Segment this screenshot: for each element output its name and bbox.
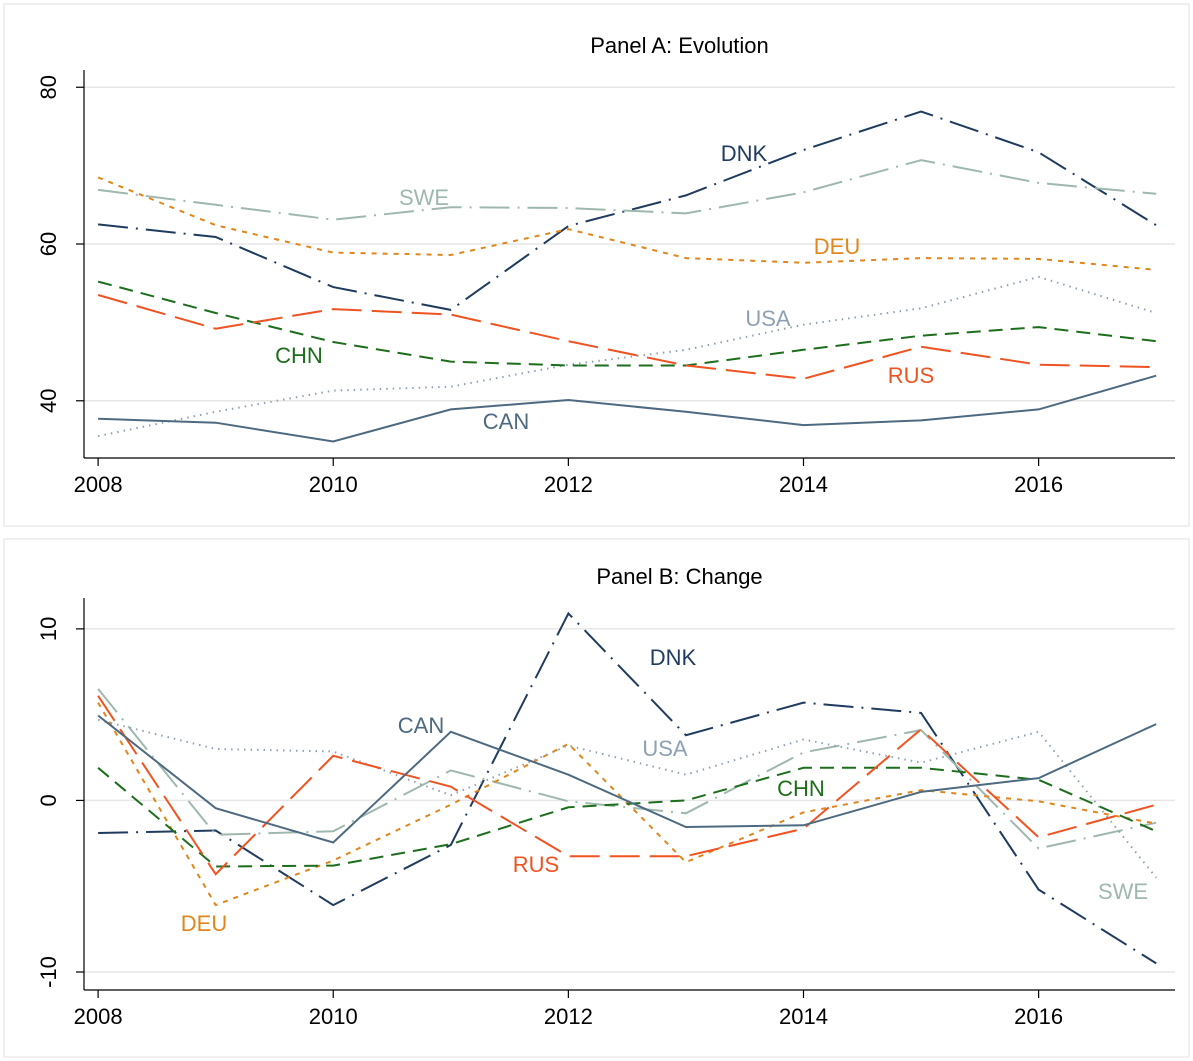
x-tick-label: 2012: [544, 1004, 593, 1029]
y-tick-label: 10: [36, 617, 61, 641]
series-label: SWE: [399, 185, 449, 210]
x-tick-label: 2010: [309, 1004, 358, 1029]
series-label: USA: [642, 736, 688, 761]
x-tick-label: 2008: [74, 1004, 123, 1029]
series-line: [97, 280, 1157, 367]
panel-frame: [3, 3, 1190, 527]
y-tick-label: 80: [36, 75, 61, 99]
y-tick-label: 60: [36, 232, 61, 256]
series-line: [97, 688, 1157, 850]
series-label: CHN: [275, 343, 323, 368]
series-label: SWE: [1098, 879, 1148, 904]
series-label: CHN: [777, 776, 825, 801]
series-label: DNK: [650, 645, 697, 670]
panel-title: Panel A: Evolution: [590, 33, 769, 58]
series-line: [98, 374, 1157, 443]
series-label: DEU: [814, 234, 860, 259]
series-line: [97, 766, 1157, 868]
x-tick-label: 2008: [74, 472, 123, 497]
series-line: [97, 294, 1157, 380]
series-label: USA: [745, 306, 791, 331]
y-tick-label: 0: [36, 794, 61, 806]
x-tick-label: 2012: [544, 472, 593, 497]
series-label: CAN: [483, 409, 529, 434]
x-tick-label: 2016: [1014, 1004, 1063, 1029]
series-label: DEU: [181, 911, 227, 936]
series-line: [97, 159, 1157, 221]
y-tick-label: -10: [36, 956, 61, 988]
series-line: [97, 110, 1157, 311]
x-tick-label: 2014: [779, 472, 828, 497]
panel-frame: [3, 538, 1190, 1058]
x-tick-label: 2014: [779, 1004, 828, 1029]
series-label: RUS: [513, 852, 559, 877]
series-label: CAN: [398, 713, 444, 738]
y-tick-label: 40: [36, 389, 61, 413]
series-line: [98, 611, 1157, 965]
x-tick-label: 2016: [1014, 472, 1063, 497]
series-line: [97, 176, 1157, 271]
series-line: [97, 695, 1157, 876]
series-label: RUS: [888, 363, 934, 388]
panel-title: Panel B: Change: [596, 564, 762, 589]
x-tick-label: 2010: [309, 472, 358, 497]
series-line: [97, 714, 1157, 844]
series-label: DNK: [721, 141, 768, 166]
